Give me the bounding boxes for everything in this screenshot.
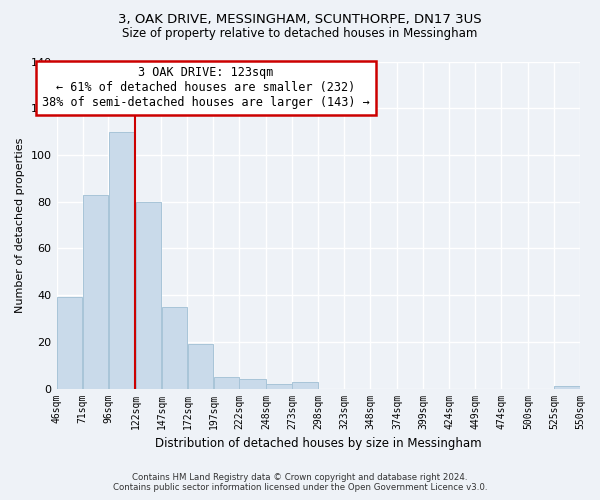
- Bar: [239, 379, 266, 388]
- X-axis label: Distribution of detached houses by size in Messingham: Distribution of detached houses by size …: [155, 437, 482, 450]
- Text: 3, OAK DRIVE, MESSINGHAM, SCUNTHORPE, DN17 3US: 3, OAK DRIVE, MESSINGHAM, SCUNTHORPE, DN…: [118, 12, 482, 26]
- Bar: [56, 298, 82, 388]
- Bar: [83, 194, 109, 388]
- Text: 3 OAK DRIVE: 123sqm
← 61% of detached houses are smaller (232)
38% of semi-detac: 3 OAK DRIVE: 123sqm ← 61% of detached ho…: [42, 66, 370, 110]
- Text: Contains HM Land Registry data © Crown copyright and database right 2024.
Contai: Contains HM Land Registry data © Crown c…: [113, 473, 487, 492]
- Bar: [109, 132, 136, 388]
- Bar: [266, 384, 292, 388]
- Bar: [161, 307, 187, 388]
- Bar: [136, 202, 161, 388]
- Bar: [292, 382, 318, 388]
- Bar: [214, 377, 239, 388]
- Text: Size of property relative to detached houses in Messingham: Size of property relative to detached ho…: [122, 28, 478, 40]
- Bar: [188, 344, 213, 389]
- Bar: [554, 386, 580, 388]
- Y-axis label: Number of detached properties: Number of detached properties: [15, 138, 25, 312]
